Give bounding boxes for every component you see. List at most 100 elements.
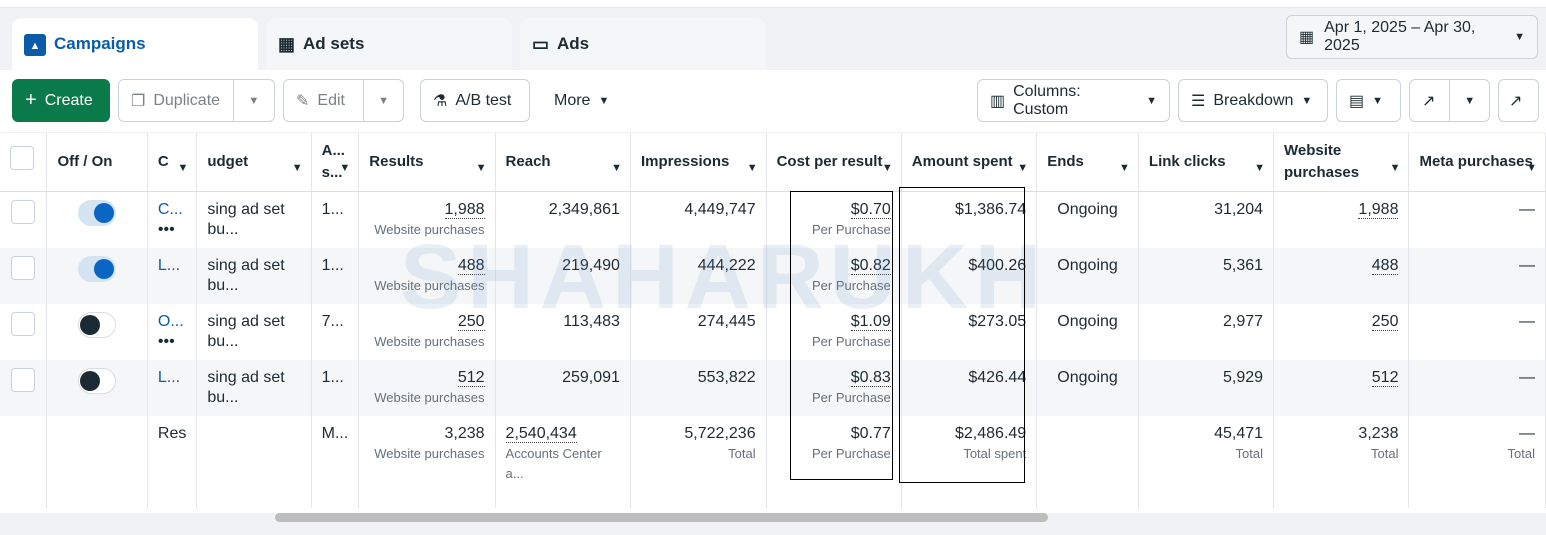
column-header-label: Impressions [640,152,730,170]
column-header-reach[interactable]: Reach ▼ [495,133,631,192]
results-sub: Website purchases [374,277,485,293]
column-header-amount-spent[interactable]: Amount spent ▼ [901,133,1038,192]
campaign-cell[interactable]: C... ••• [147,191,198,248]
more-button[interactable]: More ▼ [542,79,622,122]
create-label: Create [44,91,93,109]
sort-caret-icon[interactable]: ▼ [291,162,303,174]
summary-spent: $2,486.49 [955,424,1027,442]
results-cell: 512 Website purchases [358,359,496,416]
reach-value: 113,483 [563,312,620,330]
column-header-ends[interactable]: Ends ▼ [1036,133,1139,192]
duplicate-dropdown[interactable]: ▼ [233,80,273,121]
reports-button[interactable]: ▤ ▼ [1336,79,1401,122]
sort-caret-icon[interactable]: ▼ [177,162,189,174]
impressions-cell: 4,449,747 [630,191,767,248]
columns-button[interactable]: ▥ Columns: Custom ▼ [977,79,1170,122]
export-icon: ↗ [1422,92,1436,110]
tab-ad-sets[interactable]: ▦ Ad sets [266,18,512,78]
column-header-results[interactable]: Results ▼ [358,133,496,192]
campaign-name-link[interactable]: O... [157,312,184,330]
chevron-down-icon: ▼ [1514,31,1525,43]
summary-clicks-cell: 45,471 Total [1138,415,1275,508]
summary-impressions: 5,722,236 [684,424,756,442]
column-header-cost-per-result[interactable]: Cost per result ▼ [766,133,902,192]
column-header-label: Website purchases [1284,141,1360,181]
ab-test-button[interactable]: ⚗ A/B test [420,79,530,122]
attribution-value: 7... [321,312,344,330]
summary-reach-cell: 2,540,434 Accounts Center a... [495,415,631,508]
sort-caret-icon[interactable]: ▼ [1526,162,1537,174]
meta-purchases-value: — [1519,312,1535,330]
column-header-link-clicks[interactable]: Link clicks ▼ [1138,133,1275,192]
duplicate-button[interactable]: ❐ Duplicate ▼ [118,79,275,122]
table-row[interactable]: L... sing ad set bu... 1... 512 Website purc… [0,359,1546,416]
toggle-cell[interactable] [46,303,148,360]
export-button[interactable]: ↗ ▼ [1409,79,1490,122]
chart-button[interactable]: ↗ [1498,79,1539,122]
summary-clicks-sub: Total [1235,445,1264,461]
table-row[interactable]: C... ••• sing ad set bu... 1... 1,988 Website… [0,191,1546,248]
ends-cell: Ongoing [1036,247,1139,304]
row-checkbox[interactable] [11,367,36,392]
horizontal-scrollbar[interactable] [275,513,1048,522]
toggle-cell[interactable] [46,191,148,248]
row-checkbox[interactable] [11,311,36,336]
campaign-cell[interactable]: O... ••• [147,303,198,360]
column-header-select-all[interactable] [0,133,48,192]
export-dropdown[interactable]: ▼ [1449,80,1489,121]
checkbox-cell[interactable] [0,247,48,304]
create-button[interactable]: + Create [12,79,110,122]
column-header-label: Link clicks [1148,152,1226,170]
row-checkbox[interactable] [11,255,36,280]
cost-per-result-cell: $0.82 Per Purchase [766,247,902,304]
delivery-toggle[interactable] [78,199,117,226]
top-bar [0,0,1546,8]
checkbox-cell[interactable] [0,359,48,416]
column-header-website-purchases[interactable]: Website purchases ▼ [1273,133,1410,192]
column-header-off-on[interactable]: Off / On [46,133,148,192]
column-header-meta-purchases[interactable]: Meta purchases ▼ [1408,133,1546,192]
website-purchases-cell: 488 [1273,247,1410,304]
edit-dropdown[interactable]: ▼ [363,80,403,121]
checkbox-cell[interactable] [0,191,48,248]
breakdown-button[interactable]: ☰ Breakdown ▼ [1178,79,1328,122]
delivery-toggle[interactable] [78,255,117,282]
sort-caret-icon[interactable]: ▼ [611,162,622,174]
campaign-cell[interactable]: L... [147,359,198,416]
edit-button[interactable]: ✎ Edit ▼ [283,79,404,122]
column-header-campaign[interactable]: C ▼ [147,133,198,192]
campaign-name-link[interactable]: L... [157,256,181,274]
column-header-budget[interactable]: udget ▼ [196,133,312,192]
sort-caret-icon[interactable]: ▼ [1017,162,1029,174]
select-all-checkbox[interactable] [10,146,34,171]
sort-caret-icon[interactable]: ▼ [1389,162,1401,174]
tab-campaigns[interactable]: ▲ Campaigns [12,18,258,78]
campaign-cell[interactable]: L... [147,247,198,304]
toggle-cell[interactable] [46,359,148,416]
delivery-toggle[interactable] [78,367,117,394]
flask-icon: ⚗ [433,92,448,110]
campaign-name-link[interactable]: C... [157,200,183,218]
sort-caret-icon[interactable]: ▼ [1119,162,1130,174]
sort-caret-icon[interactable]: ▼ [746,162,758,174]
link-clicks-value: 5,929 [1222,368,1264,386]
summary-impressions-cell: 5,722,236 Total [630,415,767,508]
sort-caret-icon[interactable]: ▼ [475,162,487,174]
ends-value: Ongoing [1057,256,1118,274]
delivery-toggle[interactable] [78,311,117,338]
row-checkbox[interactable] [11,199,36,224]
table-row[interactable]: L... sing ad set bu... 1... 488 Website purc… [0,247,1546,304]
column-header-attribution[interactable]: A... s... ▼ [311,133,360,192]
sort-caret-icon[interactable]: ▼ [339,162,351,174]
checkbox-cell[interactable] [0,303,48,360]
tab-ads[interactable]: ▭ Ads [520,18,766,78]
table-row[interactable]: O... ••• sing ad set bu... 7... 250 Website p… [0,303,1546,360]
budget-cell: sing ad set bu... [196,303,312,360]
campaign-name-link[interactable]: L... [157,368,181,386]
sort-caret-icon[interactable]: ▼ [1254,162,1266,174]
sort-caret-icon[interactable]: ▼ [881,162,893,174]
column-header-impressions[interactable]: Impressions ▼ [630,133,767,192]
date-range-picker[interactable]: ▦ Apr 1, 2025 – Apr 30, 2025 ▼ [1286,15,1538,59]
more-options-icon: ••• [157,332,175,350]
toggle-cell[interactable] [46,247,148,304]
